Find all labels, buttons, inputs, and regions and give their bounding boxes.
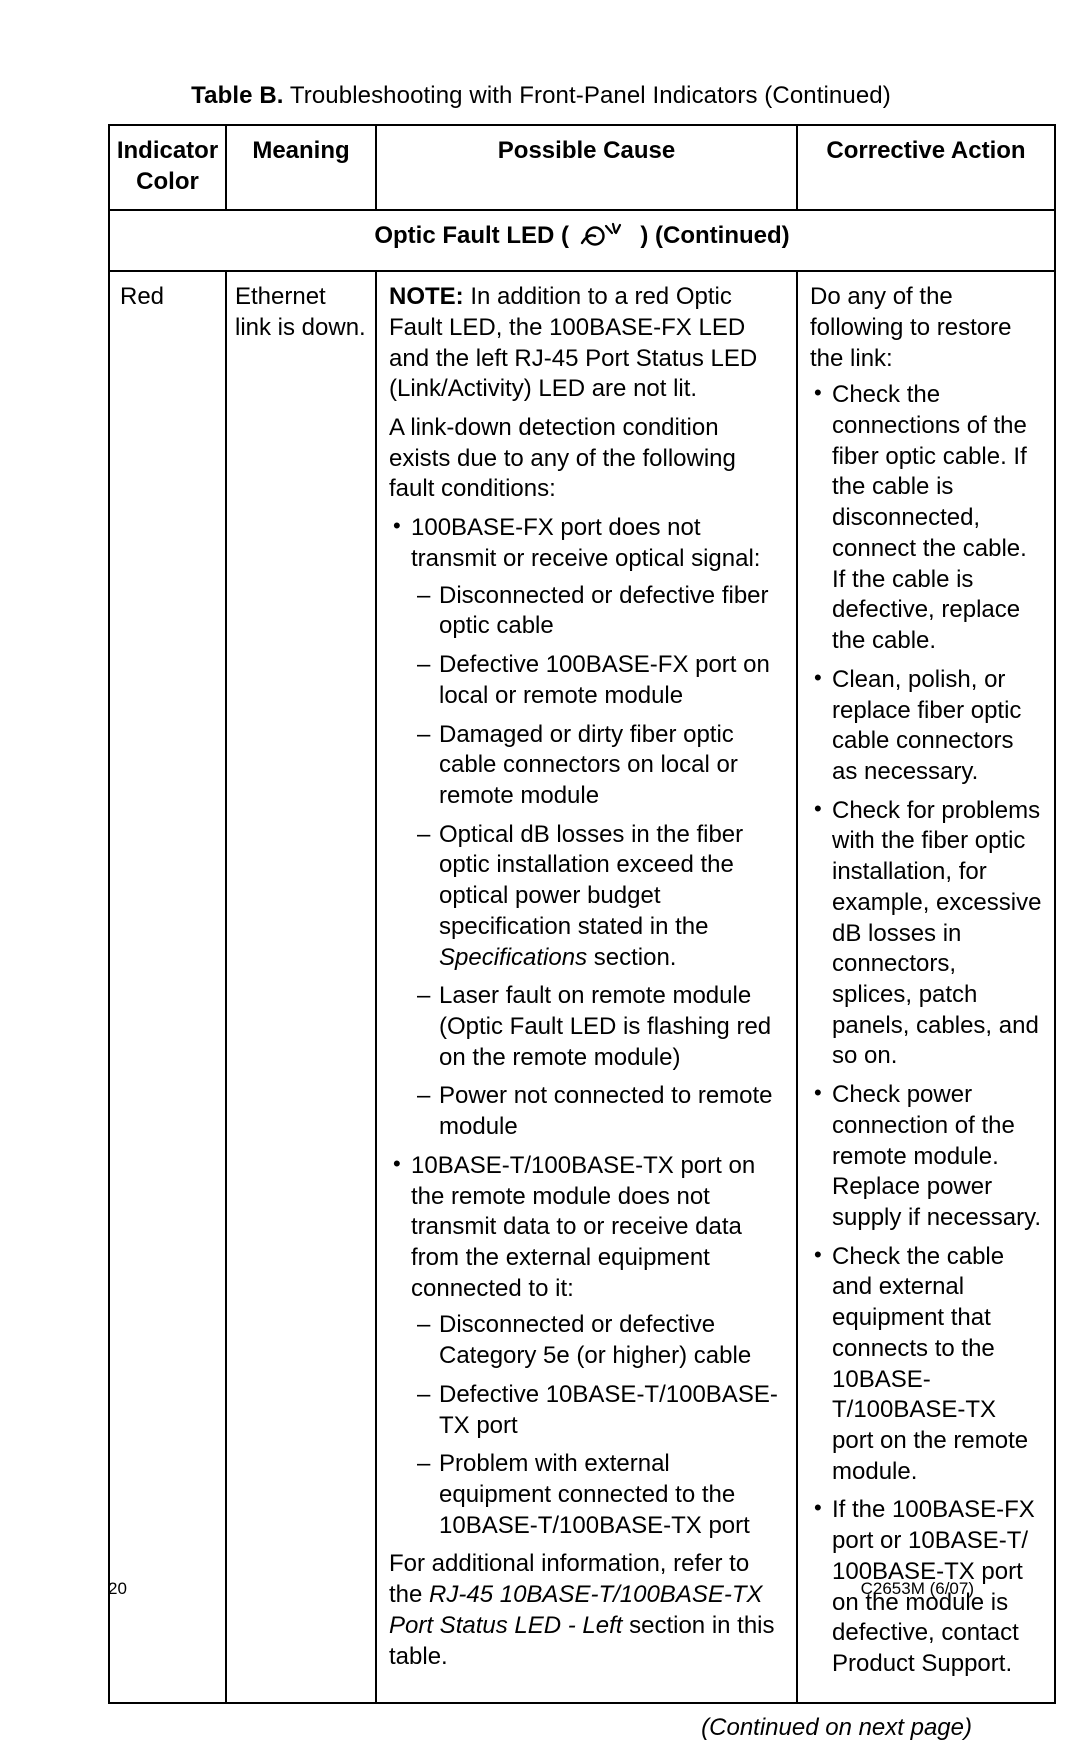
section-suffix: ) (Continued) <box>640 222 789 249</box>
list-item: Laser fault on remote module (Optic Faul… <box>439 981 784 1073</box>
cell-cause: NOTE: In addition to a red Optic Fault L… <box>376 271 797 1703</box>
list-item: Optical dB losses in the fiber optic ins… <box>439 820 784 974</box>
list-item: 100BASE-FX port does not transmit or rec… <box>411 513 784 1143</box>
list-item: Problem with external equipment con­nect… <box>439 1449 784 1541</box>
list-item: Check for problems with the fiber optic … <box>832 796 1042 1072</box>
section-prefix: Optic Fault LED ( <box>374 222 569 249</box>
page-footer: 20 C2653M (6/07) <box>108 1579 974 1599</box>
list-item: Check power connec­tion of the remote mo… <box>832 1080 1042 1234</box>
list-item: Damaged or dirty fiber optic cable conne… <box>439 720 784 812</box>
cell-meaning: Ethernet link is down. <box>226 271 376 1703</box>
note-label: NOTE: <box>389 283 464 310</box>
cause-tail: For additional information, refer to the… <box>389 1549 784 1672</box>
caption-text: Troubleshooting with Front-Panel Indicat… <box>290 82 891 109</box>
cell-indicator: Red <box>109 271 226 1703</box>
troubleshooting-table: Indicator Color Meaning Possible Cause C… <box>108 124 1056 1704</box>
th-cause: Possible Cause <box>376 125 797 210</box>
th-action: Corrective Action <box>797 125 1055 210</box>
list-item: Check the cable and external equipment t… <box>832 1242 1042 1488</box>
action-intro: Do any of the following to restore the l… <box>810 282 1042 374</box>
sub-ital: Specifications <box>439 944 587 971</box>
cell-action: Do any of the following to restore the l… <box>797 271 1055 1703</box>
optic-fault-led-icon <box>578 221 632 256</box>
list-item: Defective 10BASE-T/100BASE-TX port <box>439 1380 784 1441</box>
list-item: Power not connected to remote module <box>439 1081 784 1142</box>
th-meaning: Meaning <box>226 125 376 210</box>
list-item: Clean, polish, or replace fiber optic ca… <box>832 665 1042 788</box>
sub-text: section. <box>587 944 676 971</box>
caption-label: Table B. <box>191 82 283 109</box>
page-number: 20 <box>108 1579 127 1599</box>
doc-id: C2653M (6/07) <box>861 1579 974 1599</box>
sub-text: Optical dB losses in the fiber optic ins… <box>439 821 743 940</box>
list-item: Defective 100BASE-FX port on local or re… <box>439 650 784 711</box>
bullet-text: 100BASE-FX port does not transmit or rec… <box>411 514 760 572</box>
list-item: Disconnected or defective fiber optic ca… <box>439 581 784 642</box>
table-caption: Table B. Troubleshooting with Front-Pane… <box>108 82 974 110</box>
th-indicator: Indicator Color <box>109 125 226 210</box>
list-item: 10BASE-T/100BASE-TX port on the remote m… <box>411 1151 784 1542</box>
list-item: Disconnected or defective Category 5e (o… <box>439 1310 784 1371</box>
section-header: Optic Fault LED ( ) (Continued) <box>109 210 1055 271</box>
list-item: Check the connections of the fiber optic… <box>832 380 1042 656</box>
bullet-text: 10BASE-T/100BASE-TX port on the remote m… <box>411 1152 755 1302</box>
continued-note: (Continued on next page) <box>108 1714 974 1742</box>
cause-intro: A link-down detection condition exists d… <box>389 413 784 505</box>
